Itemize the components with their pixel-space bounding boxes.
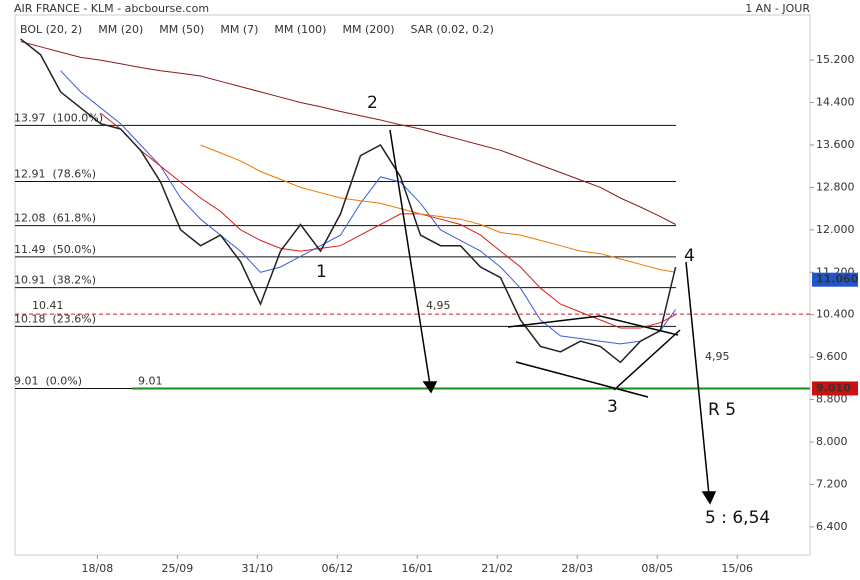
arrow-head <box>422 381 438 394</box>
ma-line <box>100 112 676 329</box>
x-tick-label: 25/09 <box>162 562 194 575</box>
fib-label: 9.01 (0.0%) <box>14 374 82 387</box>
y-tick-label: 8.800 <box>816 393 848 406</box>
legend-entry: MM (20) <box>98 23 143 36</box>
legend-entry: MM (100) <box>274 23 326 36</box>
x-tick-label: 18/08 <box>82 562 114 575</box>
annotation: 4 <box>684 246 695 266</box>
price-marker-label: 11.060 <box>816 273 859 286</box>
legend-entry: MM (50) <box>159 23 204 36</box>
legend-entry: BOL (20, 2) <box>20 23 82 36</box>
target-arrow <box>389 129 431 386</box>
ma-line <box>20 41 676 225</box>
annotation: 3 <box>607 397 618 417</box>
fib-label: 10.18 (23.6%) <box>14 312 96 325</box>
x-tick-label: 21/02 <box>481 562 513 575</box>
fib-label: 12.91 (78.6%) <box>14 168 96 181</box>
arrow-head <box>701 491 717 505</box>
price-marker <box>812 381 858 396</box>
price-line <box>20 38 677 364</box>
y-tick-label: 14.400 <box>816 96 855 109</box>
annotation: 1 <box>316 262 327 282</box>
x-tick-label: 15/06 <box>721 562 753 575</box>
x-tick-label: 08/05 <box>641 562 673 575</box>
price-marker <box>812 272 858 287</box>
pattern-lines <box>389 129 717 505</box>
y-tick-label: 15.200 <box>816 53 855 66</box>
ma-line <box>60 70 677 345</box>
triangle-top <box>507 315 679 336</box>
annotation: 2 <box>367 93 378 113</box>
legend-entry: MM (200) <box>342 23 394 36</box>
fib-label: 12.08 (61.8%) <box>14 212 96 225</box>
triangle-bottom <box>515 361 649 398</box>
ma-line <box>200 144 676 273</box>
fib-label: 11.49 (50.0%) <box>14 243 96 256</box>
triangle-rise <box>613 329 681 391</box>
y-tick-label: 12.000 <box>816 223 855 236</box>
header-title: AIR FRANCE - KLM - abcbourse.com <box>14 2 209 15</box>
header-period: 1 AN - JOUR <box>745 2 810 15</box>
x-tick-label: 28/03 <box>561 562 593 575</box>
y-tick-label: 12.800 <box>816 180 855 193</box>
price-marker-label: 9.010 <box>816 381 851 394</box>
target-arrow <box>685 261 710 496</box>
dashed-level-label: 10.41 <box>32 299 64 312</box>
fib-label: 13.97 (100.0%) <box>14 111 103 124</box>
fib-label: 10.91 (38.2%) <box>14 274 96 287</box>
y-tick-label: 9.600 <box>816 350 848 363</box>
annotation: 4,95 <box>705 350 730 363</box>
plot-area <box>14 14 811 556</box>
annotation: 4,95 <box>426 299 451 312</box>
y-tick-label: 13.600 <box>816 138 855 151</box>
x-tick-label: 06/12 <box>321 562 353 575</box>
y-tick-label: 8.000 <box>816 435 848 448</box>
y-tick-label: 7.200 <box>816 477 848 490</box>
support-label: 9.01 <box>138 374 163 387</box>
x-tick-label: 31/10 <box>241 562 273 575</box>
annotation: 5 : 6,54 <box>705 508 770 528</box>
x-tick-label: 16/01 <box>401 562 433 575</box>
annotation: R 5 <box>708 400 736 420</box>
y-tick-label: 10.400 <box>816 308 855 321</box>
legend-entry: MM (7) <box>220 23 258 36</box>
legend-entry: SAR (0.02, 0.2) <box>411 23 494 36</box>
y-tick-label: 6.400 <box>816 520 848 533</box>
